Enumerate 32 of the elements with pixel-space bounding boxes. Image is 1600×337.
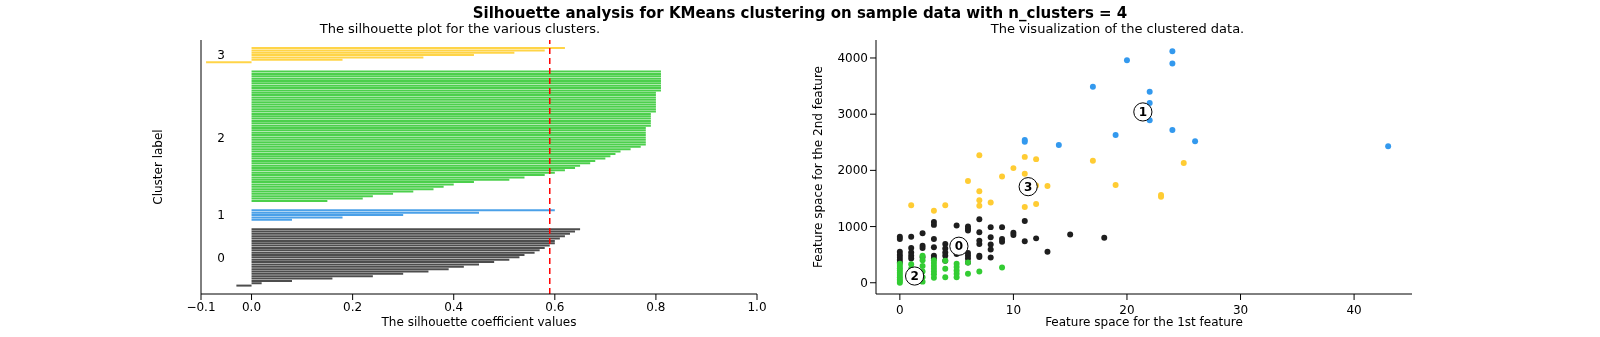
x-tick-label: 0 [896, 303, 904, 317]
y-tick-label: 2000 [837, 163, 868, 178]
x-tick-label: 0.0 [242, 299, 262, 314]
annotation: 0 [954, 239, 964, 254]
x-tick-label: 20 [1119, 303, 1135, 317]
chart-subtitle: The silhouette plot for the various clusters. [318, 21, 602, 38]
x-tick-label: 0.6 [545, 299, 565, 314]
y-tick-label: 2 [217, 130, 225, 145]
x-tick-label: 0.4 [444, 299, 464, 314]
y-tick-label: 3 [217, 48, 225, 63]
x-tick-label: 10 [1005, 303, 1022, 317]
chart-title: The visualization of the clustered data. [989, 21, 1246, 38]
y-axis-title: Cluster label [150, 129, 165, 205]
x-axis-title: The silhouette coefficient values [380, 315, 577, 329]
y-tick-label: 0 [860, 275, 868, 290]
y-tick-label: 1000 [837, 219, 868, 234]
annotation: 3 [1023, 179, 1033, 194]
text: Silhouette analysis for KMeans clustering on sample data with n_clusters = 4 [471, 4, 1129, 22]
x-axis-title: Feature space for the 1st feature [1045, 315, 1243, 329]
x-tick-label: 40 [1346, 303, 1362, 317]
x-tick-label: 30 [1232, 303, 1249, 317]
annotation: 1 [1138, 105, 1148, 120]
y-tick-label: 4000 [837, 50, 868, 65]
y-tick-label: 3000 [837, 107, 868, 122]
x-tick-label: 0.8 [646, 299, 666, 314]
x-tick-label: −0.1 [186, 299, 216, 314]
y-tick-label: 0 [217, 250, 225, 265]
y-axis-title: Feature space for the 2nd feature [810, 66, 825, 268]
y-tick-label: 1 [217, 208, 225, 223]
x-tick-label: 0.2 [343, 299, 363, 314]
annotation: 2 [910, 269, 919, 284]
x-tick-label: 1.0 [747, 299, 767, 314]
